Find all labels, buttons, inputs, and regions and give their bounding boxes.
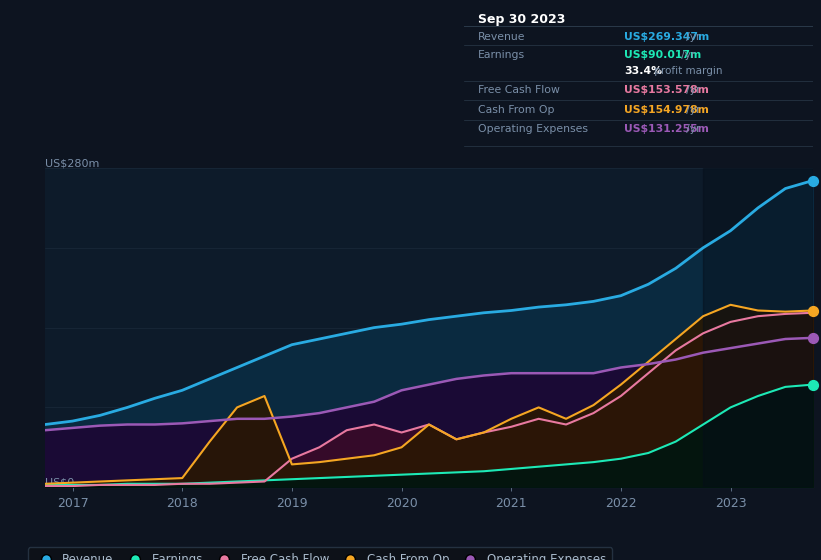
Text: /yr: /yr (683, 105, 701, 115)
Text: /yr: /yr (683, 86, 701, 96)
Text: /yr: /yr (678, 50, 695, 60)
Text: Earnings: Earnings (478, 50, 525, 60)
Text: 33.4%: 33.4% (624, 66, 663, 76)
Text: profit margin: profit margin (651, 66, 722, 76)
Text: US$131.255m: US$131.255m (624, 124, 709, 134)
Legend: Revenue, Earnings, Free Cash Flow, Cash From Op, Operating Expenses: Revenue, Earnings, Free Cash Flow, Cash … (28, 547, 612, 560)
Text: /yr: /yr (683, 124, 701, 134)
Text: US$153.578m: US$153.578m (624, 86, 709, 96)
Text: US$269.347m: US$269.347m (624, 32, 709, 42)
Text: US$90.017m: US$90.017m (624, 50, 702, 60)
Text: Sep 30 2023: Sep 30 2023 (478, 12, 565, 26)
Text: Free Cash Flow: Free Cash Flow (478, 86, 560, 96)
Text: Revenue: Revenue (478, 32, 525, 42)
Text: US$154.978m: US$154.978m (624, 105, 709, 115)
Text: US$280m: US$280m (45, 158, 99, 168)
Point (806, 380, 819, 389)
Point (806, 176, 819, 185)
Text: Cash From Op: Cash From Op (478, 105, 554, 115)
Point (806, 306, 819, 315)
Point (806, 333, 819, 342)
Bar (703, 168, 813, 487)
Text: US$0: US$0 (45, 477, 75, 487)
Text: Operating Expenses: Operating Expenses (478, 124, 588, 134)
Text: /yr: /yr (683, 32, 701, 42)
